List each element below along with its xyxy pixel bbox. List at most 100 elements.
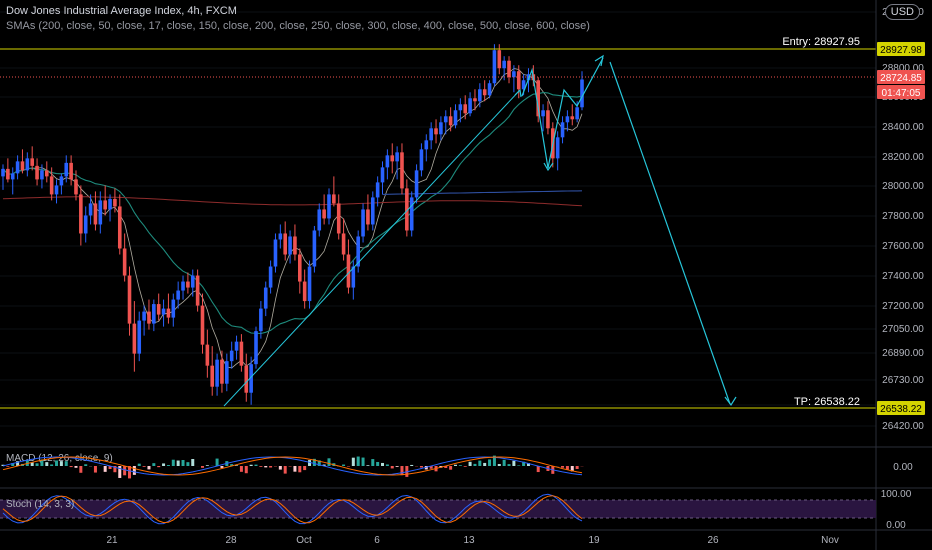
- candle-body: [443, 116, 448, 123]
- trendline-lower[interactable]: [223, 89, 521, 407]
- candle-body: [44, 170, 49, 177]
- candle-body: [59, 176, 64, 186]
- price-tick: 26420.00: [882, 421, 924, 432]
- candle-body: [108, 198, 112, 210]
- candle-body: [541, 110, 545, 117]
- time-tick: Oct: [296, 535, 312, 546]
- macd-bar: [424, 466, 428, 470]
- macd-bar: [132, 466, 136, 475]
- macd-bar: [346, 466, 350, 467]
- candle-body: [580, 79, 584, 108]
- candle-body: [186, 281, 190, 288]
- macd-label: MACD (12, 26, close, 9): [6, 453, 113, 464]
- chart-title: Dow Jones Industrial Average Index, 4h, …: [6, 5, 237, 17]
- macd-tick: 0.00: [893, 462, 913, 473]
- macd-bar: [356, 456, 360, 466]
- macd-bar: [191, 459, 195, 466]
- macd-bar: [93, 466, 97, 473]
- candle-body: [482, 89, 487, 96]
- candle-body: [190, 275, 195, 288]
- candle-body: [385, 155, 390, 168]
- sma-legend[interactable]: SMAs (200, close, 50, close, 17, close, …: [6, 20, 590, 32]
- candle-body: [161, 308, 166, 315]
- price-tick: 28200.00: [882, 152, 924, 163]
- candle-body: [156, 304, 161, 315]
- candle-body: [288, 236, 292, 255]
- candle-body: [497, 50, 502, 69]
- time-tick: 19: [588, 535, 600, 546]
- macd-bar: [507, 464, 511, 466]
- countdown-tag-text: 01:47:05: [882, 88, 921, 99]
- candle-body: [20, 161, 25, 171]
- macd-bar: [468, 461, 472, 466]
- candle-body: [6, 168, 10, 180]
- arrow-head-top: [594, 54, 604, 67]
- candle-body: [546, 110, 550, 129]
- macd-bar: [429, 466, 433, 469]
- candle-body: [366, 209, 370, 225]
- macd-bar: [118, 466, 122, 478]
- candle-body: [278, 233, 283, 240]
- candle-body: [536, 80, 541, 117]
- candle-body: [127, 275, 132, 324]
- macd-bar: [11, 463, 15, 466]
- macd-bar: [322, 464, 326, 466]
- candle-body: [487, 83, 492, 96]
- price-tick: 27600.00: [882, 241, 924, 252]
- macd-bar: [488, 459, 492, 466]
- candle-body: [263, 287, 268, 309]
- macd-bar: [25, 459, 29, 466]
- macd-bar: [463, 466, 467, 467]
- macd-bar: [142, 466, 146, 467]
- time-tick: 26: [707, 535, 719, 546]
- macd-bar: [249, 464, 253, 466]
- candle-body: [220, 359, 224, 384]
- macd-bar: [74, 466, 78, 468]
- macd-bar: [176, 460, 180, 466]
- macd-bar: [395, 466, 399, 467]
- candle-body: [10, 173, 15, 180]
- macd-bar: [147, 466, 151, 470]
- macd-bar: [152, 463, 156, 466]
- candle-body: [414, 170, 419, 198]
- stoch-pane[interactable]: [2, 493, 583, 525]
- time-axis[interactable]: 21 28 Oct 6 13 19 26 Nov: [106, 535, 838, 546]
- macd-bar: [84, 464, 88, 466]
- candle-body: [15, 161, 20, 174]
- candle-body: [239, 341, 244, 366]
- tp-price-tag-text: 26538.22: [880, 404, 922, 415]
- candle-body: [152, 304, 156, 324]
- macd-bar: [235, 465, 239, 466]
- macd-bar: [478, 460, 482, 466]
- candle-body: [341, 233, 346, 255]
- candle-body: [429, 128, 433, 141]
- candle-body: [54, 185, 59, 195]
- candle-body: [215, 359, 219, 387]
- candle-body: [249, 364, 253, 393]
- projection-drop[interactable]: [609, 61, 731, 405]
- macd-bar: [220, 466, 224, 468]
- candle-body: [332, 194, 336, 204]
- macd-bar: [575, 466, 579, 469]
- candle-body: [512, 71, 516, 78]
- macd-bar: [16, 461, 20, 466]
- macd-bar: [108, 466, 112, 470]
- macd-pane[interactable]: [1, 455, 584, 479]
- candle-body: [103, 200, 107, 210]
- candle-body: [200, 305, 205, 345]
- macd-bar: [400, 466, 404, 476]
- time-tick: 6: [374, 535, 380, 546]
- stoch-k-line: [2, 493, 583, 525]
- macd-bar: [162, 463, 166, 466]
- stoch-label: Stoch (14, 3, 3): [6, 499, 74, 510]
- candle-body: [30, 158, 34, 166]
- candle-body: [273, 239, 278, 267]
- countdown-tag: [877, 85, 925, 99]
- macd-bar: [410, 464, 414, 466]
- macd-bar: [449, 466, 453, 470]
- candle-body: [205, 344, 210, 366]
- projection-path[interactable]: [521, 57, 604, 169]
- currency-button[interactable]: USD: [884, 4, 920, 20]
- candle-body: [302, 281, 307, 302]
